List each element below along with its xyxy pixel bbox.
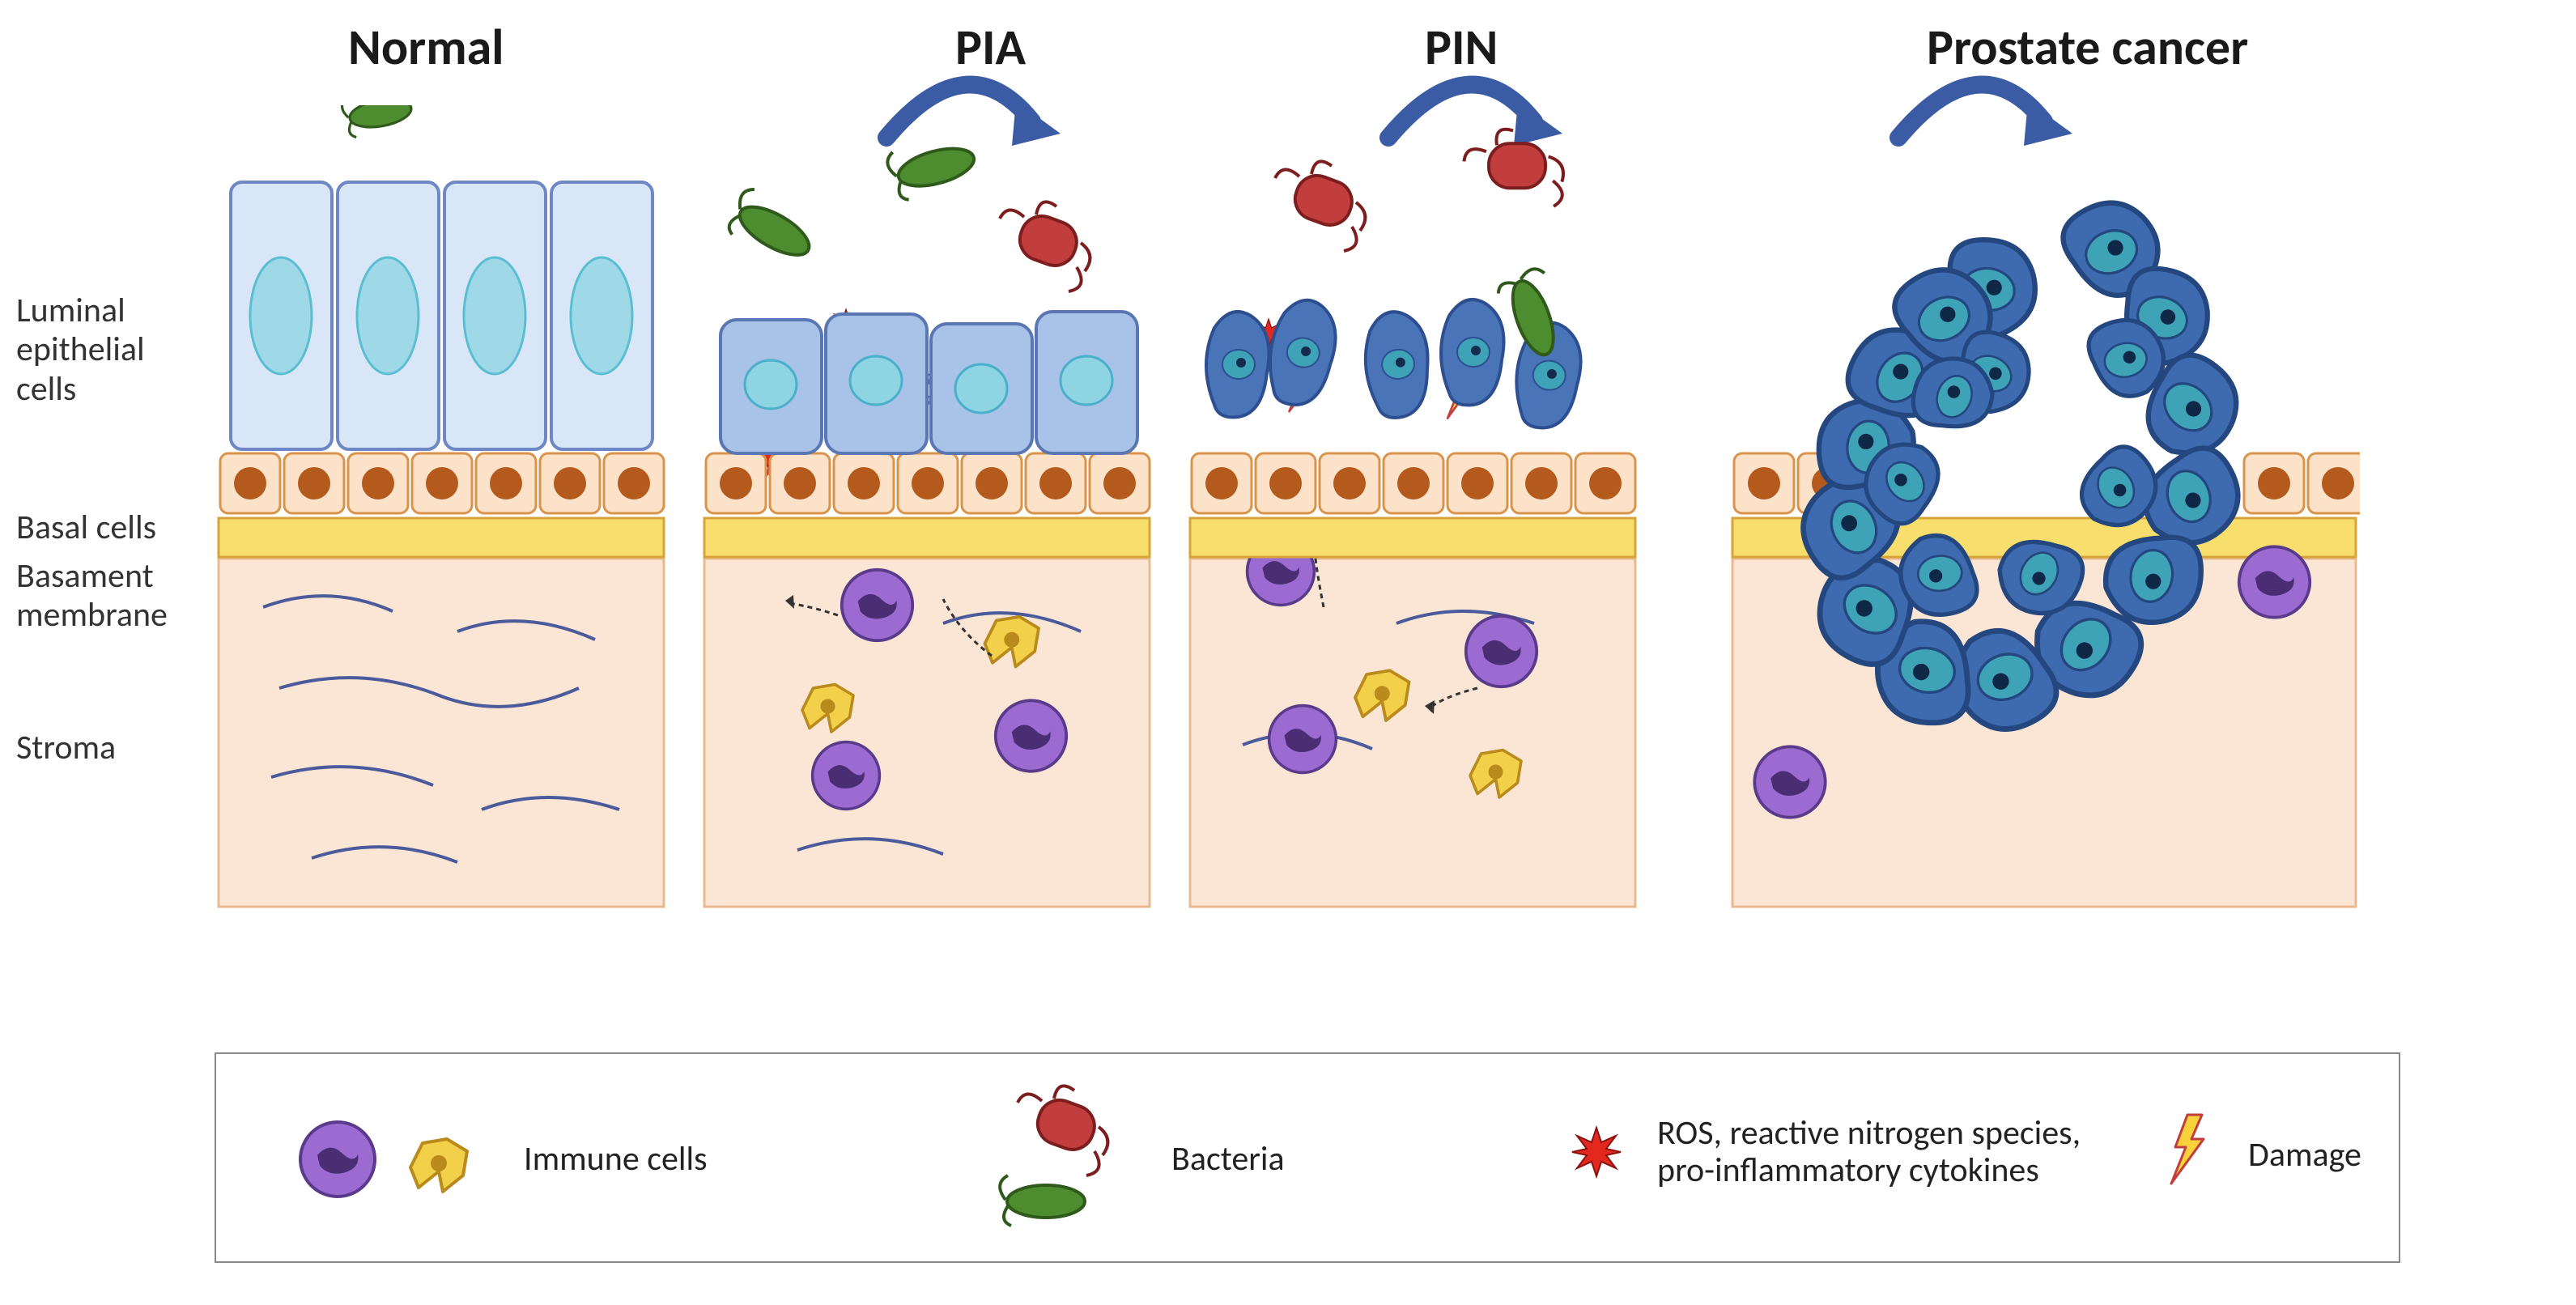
legend-item-damage: Damage [2159, 1111, 2361, 1200]
legend-item-ros: ROS, reactive nitrogen species, pro-infl… [1560, 1115, 2081, 1189]
legend-label-immune: Immune cells [524, 1141, 708, 1178]
legend-label-damage: Damage [2248, 1137, 2361, 1174]
bacteria-icon [969, 1078, 1147, 1240]
panels-container [215, 105, 2522, 1020]
legend-label-ros: ROS, reactive nitrogen species, pro-infl… [1657, 1115, 2081, 1189]
heading-normal: Normal [348, 16, 504, 78]
legend-label-bacteria: Bacteria [1171, 1141, 1285, 1178]
label-luminal: Luminal epithelial cells [16, 291, 145, 409]
panel-pia [700, 105, 1154, 963]
label-stroma: Stroma [16, 729, 116, 767]
label-basement: Basament membrane [16, 557, 168, 635]
immune-cells-icon [289, 1111, 499, 1208]
ros-burst-icon [1560, 1116, 1633, 1188]
panel-cancer [1728, 105, 2360, 963]
label-basal: Basal cells [16, 508, 156, 547]
panel-normal [215, 105, 668, 963]
damage-bolt-icon [2159, 1111, 2224, 1200]
panel-pin [1186, 105, 1639, 963]
legend-item-bacteria: Bacteria [969, 1078, 1285, 1240]
legend-item-immune: Immune cells [289, 1111, 708, 1208]
legend: Immune cells Bacteria ROS, reactive nitr… [215, 1052, 2400, 1263]
diagram-root: Normal PIA PIN Prostate cancer Luminal e… [0, 0, 2576, 1305]
